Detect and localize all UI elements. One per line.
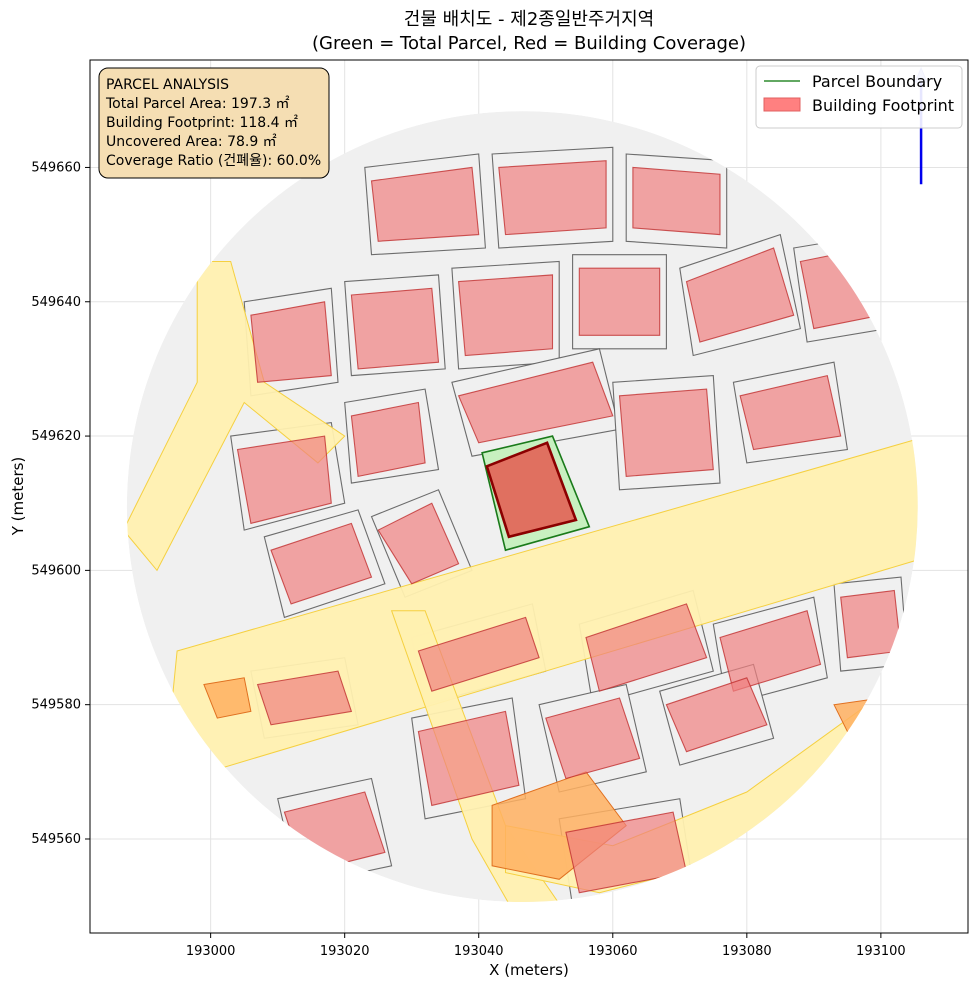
y-tick-label: 549620 [31, 429, 81, 444]
building-footprint [632, 166, 721, 236]
info-coverage-ratio: Coverage Ratio (건폐율): 60.0% [106, 153, 321, 169]
info-box: PARCEL ANALYSIS Total Parcel Area: 197.3… [98, 67, 330, 179]
plot-frame [89, 59, 969, 934]
building-footprint [256, 670, 353, 726]
building-footprint [417, 710, 520, 807]
building-footprint [719, 610, 822, 692]
road-polygon [126, 261, 346, 572]
building-footprint [739, 374, 842, 451]
y-tick-label: 549560 [31, 832, 81, 847]
info-uncovered-area: Uncovered Area: 78.9 ㎡ [106, 134, 277, 150]
building-footprint [236, 435, 332, 525]
x-tick-label: 193100 [856, 944, 906, 959]
building-footprint [417, 616, 540, 692]
y-axis-label: Y (meters) [9, 457, 27, 537]
building-footprint [377, 502, 460, 585]
target-building-footprint [485, 441, 578, 539]
x-tick-label: 193040 [454, 944, 504, 959]
building-footprint [585, 603, 708, 692]
building-footprint [618, 388, 714, 477]
target-layer [481, 435, 591, 552]
building-footprint [270, 522, 373, 605]
chart-title-line-1: 건물 배치도 - 제2종일반주거지역 [404, 9, 654, 30]
orange-patch [203, 677, 252, 719]
building-footprint [350, 287, 440, 370]
x-axis-ticks: 193000 193020 193040 193060 193080 193100 [186, 933, 906, 959]
building-footprint [250, 301, 332, 383]
building-footprint [458, 274, 554, 357]
y-tick-label: 549660 [31, 160, 81, 175]
info-box-background [98, 67, 330, 179]
y-tick-label: 549640 [31, 295, 81, 310]
building-footprint [350, 401, 426, 478]
building-footprint [665, 677, 768, 753]
x-tick-label: 193060 [588, 944, 638, 959]
info-total-area: Total Parcel Area: 197.3 ㎡ [105, 96, 290, 112]
legend-building-label: Building Footprint [812, 96, 954, 115]
y-tick-label: 549600 [31, 563, 81, 578]
x-tick-label: 193000 [186, 944, 236, 959]
road-polygon [390, 610, 581, 903]
building-footprint [498, 160, 607, 236]
legend-building-swatch [763, 97, 801, 112]
info-box-title: PARCEL ANALYSIS [106, 77, 229, 93]
info-building-footprint: Building Footprint: 118.4 ㎡ [106, 115, 298, 131]
y-tick-label: 549580 [31, 698, 81, 713]
x-tick-label: 193080 [722, 944, 772, 959]
building-footprint [370, 166, 480, 242]
y-axis-ticks: 549560 549580 549600 549620 549640 549660 [31, 160, 90, 847]
x-axis-label: X (meters) [489, 961, 569, 979]
building-footprint [545, 697, 641, 780]
building-footprint [578, 267, 661, 336]
building-footprint [457, 361, 614, 444]
x-tick-label: 193020 [320, 944, 370, 959]
building-footprint [685, 247, 795, 343]
legend-box [755, 65, 963, 129]
legend: Parcel Boundary Building Footprint [755, 65, 963, 129]
legend-parcel-label: Parcel Boundary [812, 72, 942, 91]
chart-title-line-2: (Green = Total Parcel, Red = Building Co… [312, 33, 746, 54]
